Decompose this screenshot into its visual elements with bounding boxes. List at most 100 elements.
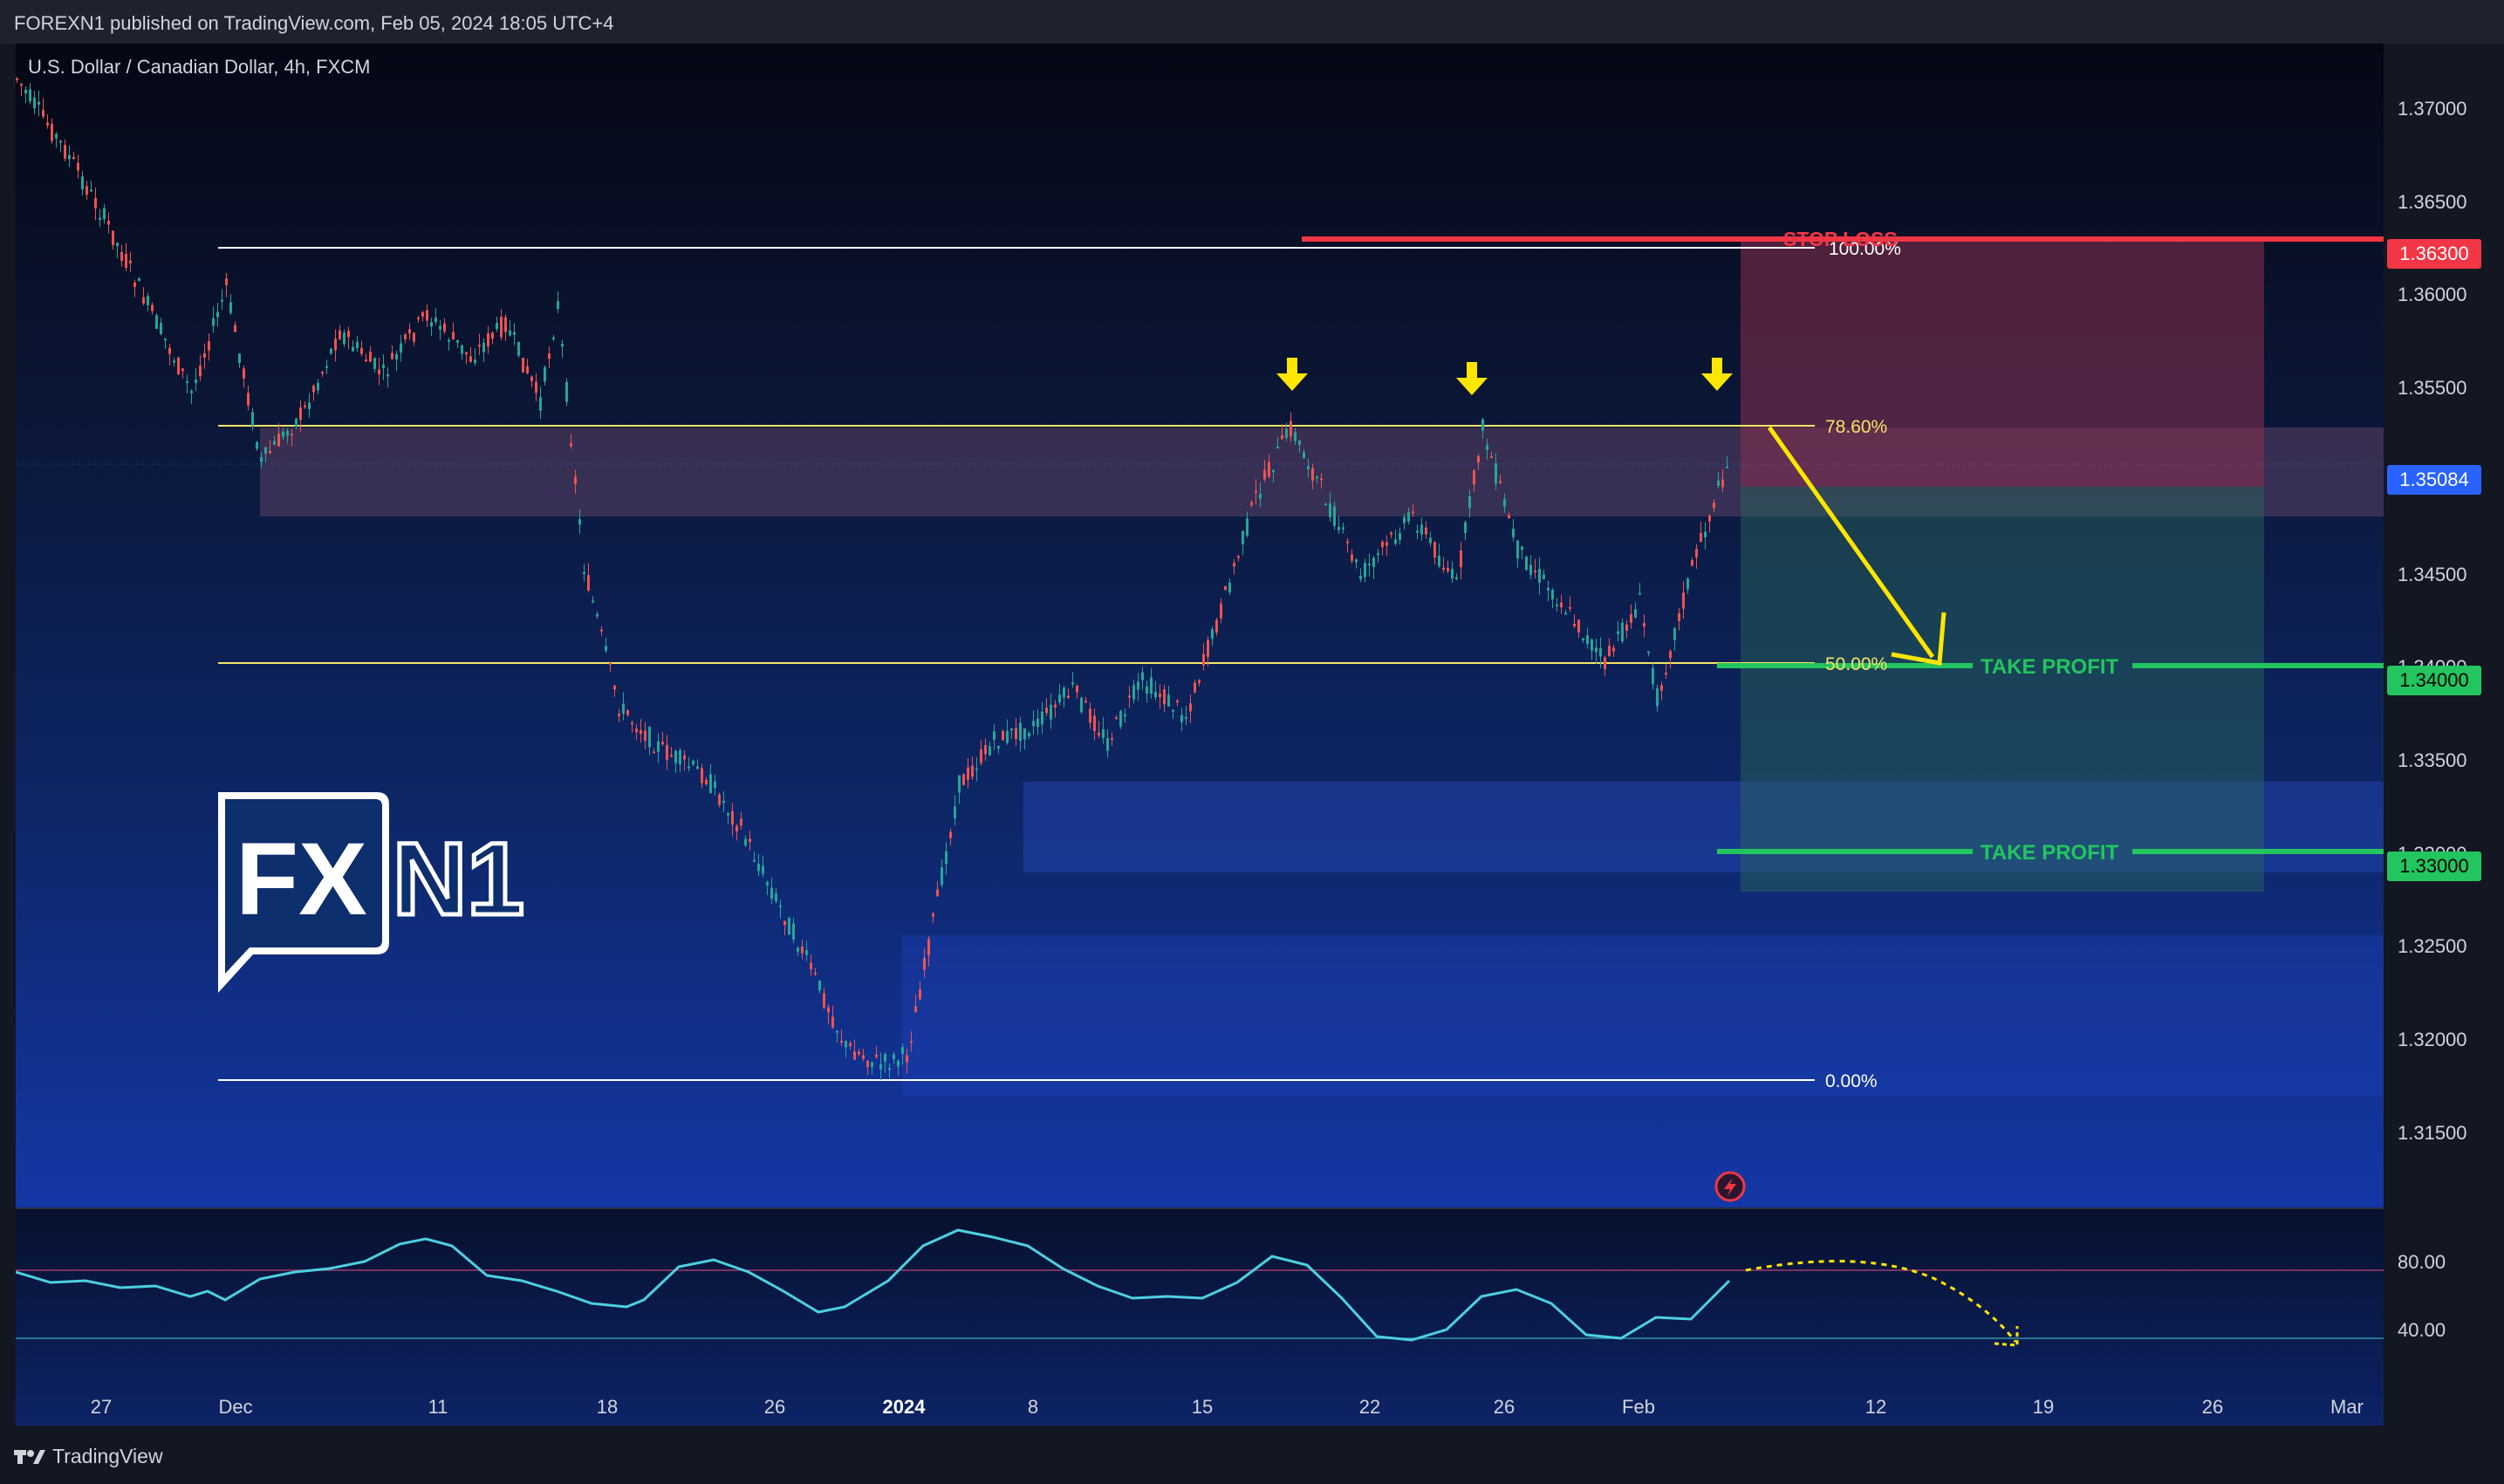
candle [1041,711,1043,725]
candle [779,905,782,907]
candle [1019,722,1022,742]
candle [1298,441,1301,445]
price-tick: 1.33500 [2398,749,2467,771]
candle [766,881,769,886]
candle [487,333,489,347]
candle [59,140,62,143]
candle [24,89,27,94]
candle [404,334,407,339]
candle [1538,568,1541,583]
candle [1189,703,1192,712]
candle [1639,592,1641,595]
candle [683,755,686,760]
candle [243,368,245,379]
candle [927,939,930,955]
candle [735,825,738,831]
candle [1678,613,1680,621]
candle [696,766,699,769]
candle [1346,541,1349,544]
publisher-line: FOREXN1 published on TradingView.com, Fe… [14,12,614,34]
tradingview-brand[interactable]: TradingView [14,1445,163,1468]
candle [1320,478,1323,481]
candle [164,338,167,340]
candle [173,360,175,363]
price-tick: 1.32000 [2398,1029,2467,1050]
candle [1551,589,1554,599]
down-arrow-icon [1701,358,1733,391]
candle [1704,531,1707,537]
price-axis[interactable] [2384,44,2504,1426]
time-tick: 26 [1493,1396,1515,1418]
candle [439,325,441,330]
candle [1093,715,1096,731]
candle [613,685,616,690]
candle [400,343,402,353]
candle [151,304,154,311]
candle [1071,682,1074,685]
candle [273,441,276,445]
candle [77,162,79,171]
candle [1351,554,1353,561]
candle [391,352,393,359]
candle [256,441,258,449]
candle [513,332,516,335]
candle [622,703,625,715]
candle [1146,686,1148,694]
candle [810,962,812,970]
candle [129,260,132,263]
candle [1202,653,1205,666]
candle [212,318,215,326]
candle [1399,532,1401,540]
candle [749,838,751,843]
candle [343,332,345,345]
candle [369,352,372,362]
candle [1529,564,1532,575]
candle [1338,526,1340,530]
candle [1656,687,1659,707]
candle [1617,631,1619,634]
candle [1547,587,1550,591]
pane-separator[interactable] [16,1207,2504,1209]
candle [1682,592,1685,609]
candle [408,329,411,334]
candle [1159,693,1161,698]
candle [836,1030,838,1033]
candle [356,341,359,349]
candle [906,1055,908,1063]
candle [1115,717,1118,720]
candle [1713,503,1715,509]
candle [644,730,647,741]
main-chart-pane[interactable]: 100.00% 78.60% 50.00% 0.00% STOP LOSS TA… [16,44,2384,1209]
oscillator-pane[interactable] [16,1209,2384,1426]
candle [1525,556,1528,571]
candle [1420,524,1423,535]
candle [801,946,804,954]
candle [1499,481,1502,483]
candle [68,154,71,160]
candle [1307,466,1310,470]
candle [277,434,280,447]
candle [81,176,84,190]
price-tick: 1.37000 [2398,98,2467,120]
price-tick: 1.34500 [2398,563,2467,585]
candle [535,381,537,393]
down-arrow-icon [1456,362,1488,395]
candle [1290,421,1292,437]
candle [705,779,708,784]
oscillator-svg [16,1228,2384,1347]
candle [1442,567,1445,570]
candle [1412,511,1414,514]
time-axis[interactable] [0,1426,2504,1480]
candle [666,744,668,761]
candle [849,1043,852,1046]
candle [107,221,110,225]
candle [1067,695,1070,698]
candle [941,867,943,886]
candle [1591,639,1593,651]
candle [1625,624,1628,631]
candle [1150,677,1153,694]
candle [33,97,36,109]
candle [910,1041,913,1043]
candle [722,800,725,804]
candle [264,447,267,454]
